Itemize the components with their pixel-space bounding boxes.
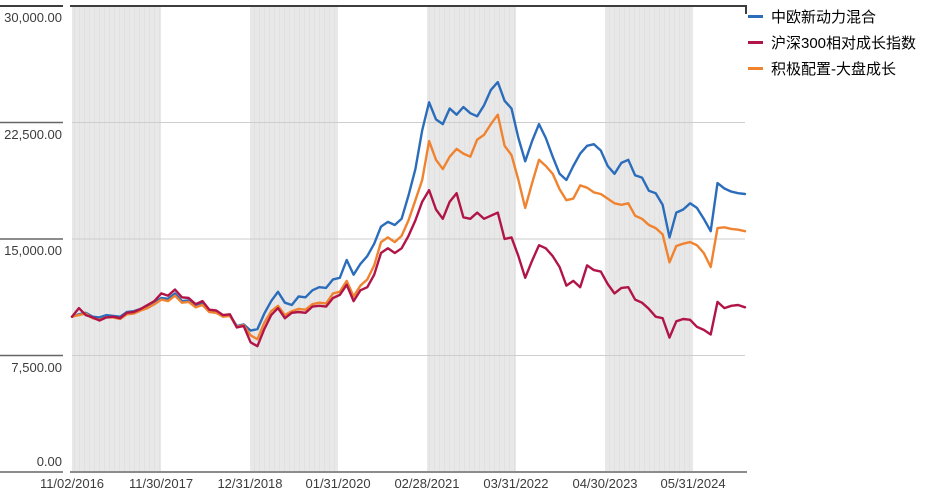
- legend: 中欧新动力混合 沪深300相对成长指数 积极配置-大盘成长: [748, 3, 916, 81]
- series-line-2[interactable]: [70, 113, 747, 341]
- legend-swatch-blue-line-icon: [748, 14, 763, 18]
- y-axis-label: 15,000.00: [4, 243, 62, 258]
- x-axis-label: 01/31/2020: [305, 476, 371, 491]
- x-axis-label: 11/30/2017: [128, 476, 194, 491]
- x-axis-label: 03/31/2022: [483, 476, 549, 491]
- x-axis-label: 04/30/2023: [572, 476, 638, 491]
- legend-item-category[interactable]: 积极配置-大盘成长: [748, 55, 916, 81]
- legend-label-benchmark-index: 沪深300相对成长指数: [771, 34, 917, 52]
- y-axis-label: 0.00: [36, 454, 62, 469]
- series-line-0[interactable]: [70, 80, 747, 332]
- y-axis-label: 7,500.00: [11, 359, 62, 375]
- legend-label-category: 积极配置-大盘成长: [771, 60, 896, 78]
- legend-item-fund[interactable]: 中欧新动力混合: [748, 3, 916, 29]
- legend-label-fund: 中欧新动力混合: [771, 8, 877, 26]
- legend-swatch-orange-line-icon: [748, 66, 763, 70]
- x-axis-label: 02/28/2021: [394, 476, 460, 491]
- y-axis-label: 22,500.00: [4, 126, 62, 142]
- x-axis-label: 05/31/2024: [660, 476, 726, 491]
- legend-item-benchmark-index[interactable]: 沪深300相对成长指数: [748, 29, 916, 55]
- series-line-1[interactable]: [70, 188, 747, 348]
- y-axis-label: 30,000.00: [4, 10, 62, 25]
- x-axis-label: 12/31/2018: [217, 476, 283, 491]
- legend-swatch-red-line-icon: [748, 40, 763, 44]
- x-axis-label: 11/02/2016: [39, 476, 105, 491]
